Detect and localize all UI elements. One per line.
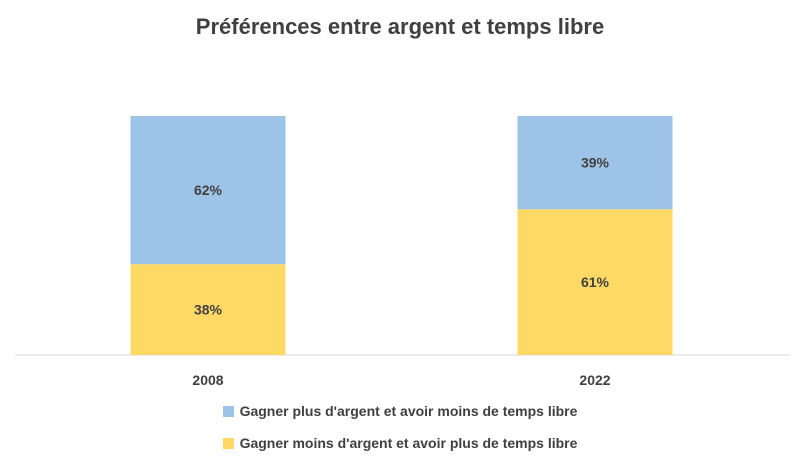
bar-2022-series-0 [517,209,673,355]
legend-swatch-less-money [222,437,234,449]
data-label-2008-series-0: 38% [194,302,223,318]
chart-title: Préférences entre argent et temps libre [195,14,605,39]
data-label-2022-series-0: 61% [581,274,610,290]
data-label-2008-series-1: 62% [194,182,223,198]
legend-label-less-money: Gagner moins d'argent et avoir plus de t… [239,435,578,451]
bar-2008-series-0 [130,264,286,355]
bar-2022-series-1 [517,116,673,210]
data-label-2022-series-1: 39% [581,155,610,171]
legend-item-more-money: Gagner plus d'argent et avoir moins de t… [0,401,800,421]
legend-swatch-more-money [222,405,234,417]
x-tick-label-2022: 2022 [579,372,610,388]
bar-2008-series-1 [130,116,286,265]
x-tick-label-2008: 2008 [192,372,223,388]
legend-item-less-money: Gagner moins d'argent et avoir plus de t… [0,433,800,453]
legend-label-more-money: Gagner plus d'argent et avoir moins de t… [239,403,578,419]
legend: Gagner plus d'argent et avoir moins de t… [0,401,800,465]
